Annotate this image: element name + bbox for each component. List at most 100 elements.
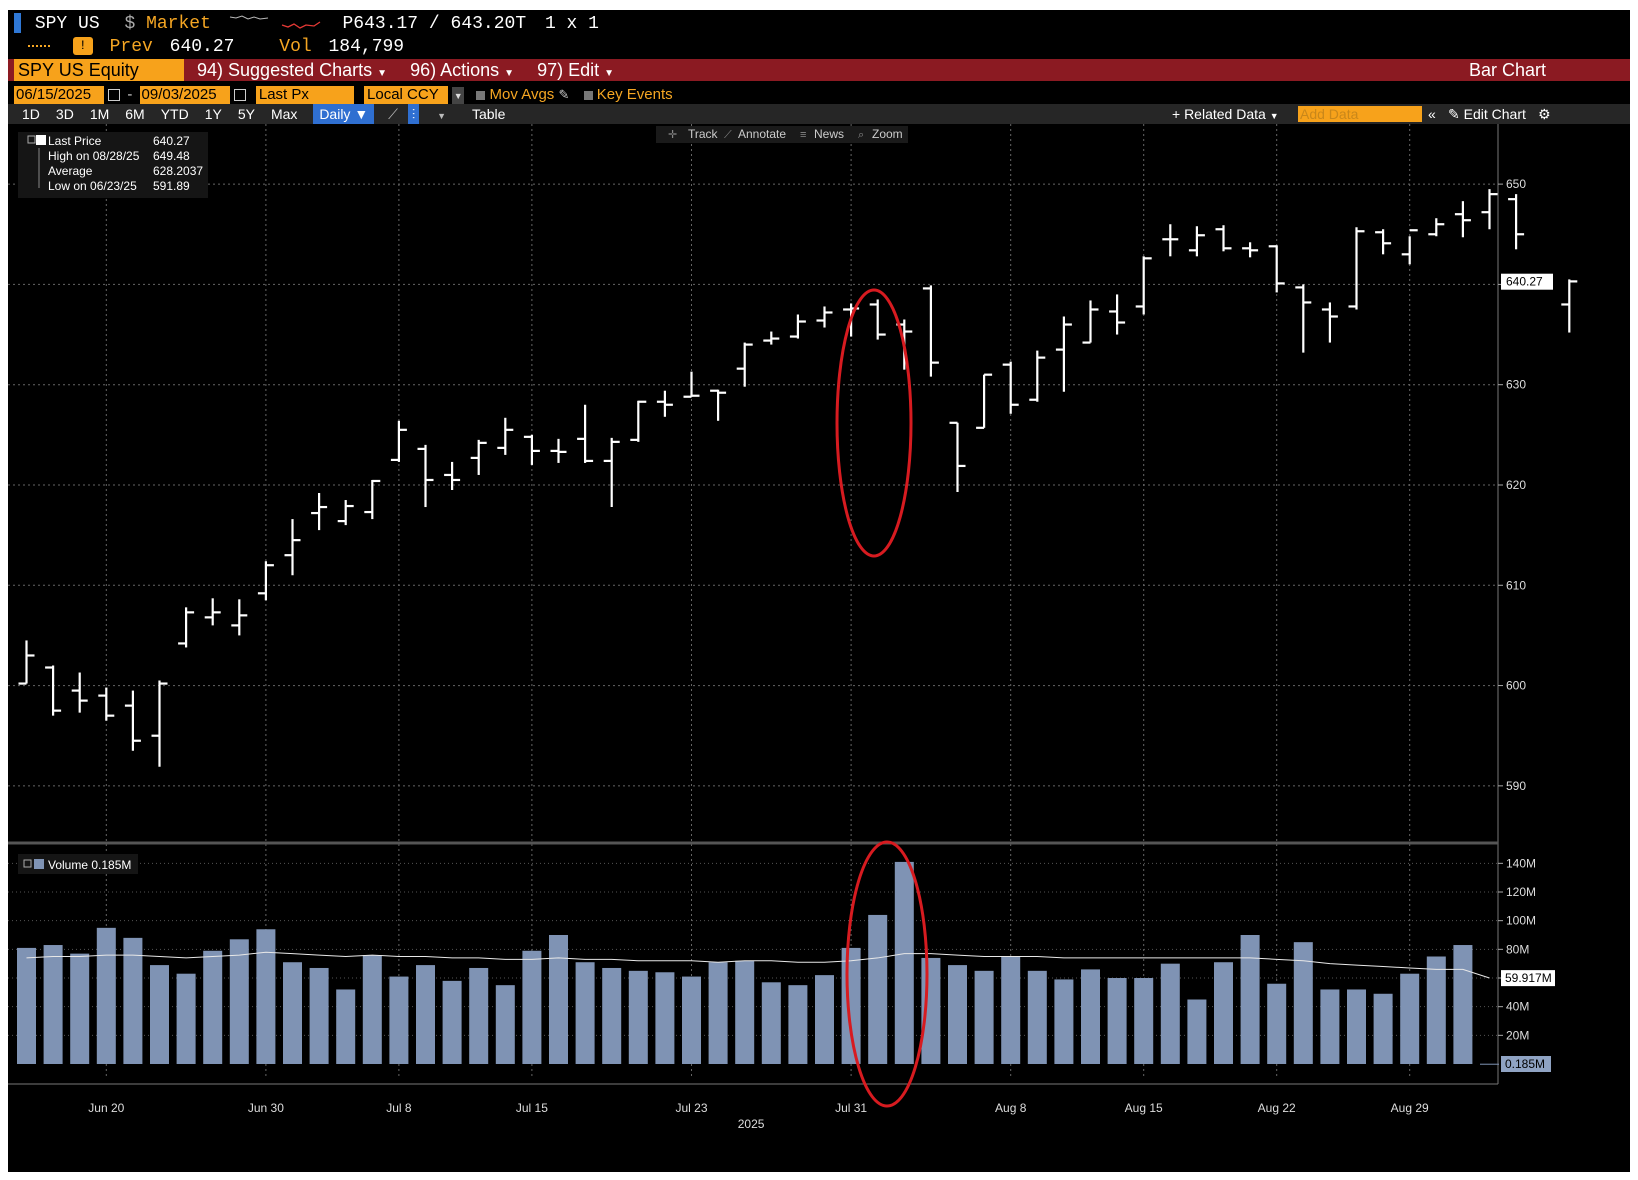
ohlc-bar (1295, 284, 1312, 353)
price-volume-chart[interactable]: Track Annotate News Zoom ✛ ⟋ ≡ ⌕ Last Pr… (8, 124, 1630, 1172)
volume-bar (788, 985, 808, 1064)
collapse-icon[interactable]: « (1428, 106, 1436, 122)
key-events-label[interactable]: Key Events (596, 86, 673, 103)
collapse-toggle-icon[interactable] (27, 135, 36, 144)
range-button-1m[interactable]: 1M (89, 106, 110, 122)
range-button-max[interactable]: Max (270, 106, 298, 122)
security-marker (14, 13, 21, 34)
volume-legend: Volume 0.185M (18, 854, 138, 874)
end-date-field[interactable]: 09/03/2025 (139, 86, 230, 104)
chevron-down-icon[interactable]: ▼ (437, 111, 447, 121)
ohlc-bar (1454, 201, 1471, 238)
volume-bar (203, 950, 223, 1064)
date-tick-label: Aug 8 (995, 1101, 1027, 1115)
volume-bar (1134, 978, 1154, 1064)
volume-bar (655, 972, 675, 1064)
volume-bar (176, 973, 196, 1064)
ohlc-bar (1215, 225, 1232, 252)
last-price-marker-label: 640.27 (1506, 275, 1543, 289)
ohlc-bar (789, 314, 806, 339)
ohlc-bar (1508, 194, 1525, 250)
actions-menu[interactable]: 96) Actions ▼ (404, 59, 520, 85)
news-icon: ≡ (800, 129, 806, 141)
volume-bar (336, 989, 356, 1064)
edit-chart-button[interactable]: ✎ Edit Chart (1448, 104, 1526, 124)
volume-bar (150, 965, 169, 1064)
range-button-6m[interactable]: 6M (125, 106, 145, 122)
volume-bar (1267, 983, 1287, 1064)
volume-legend-label: Volume 0.185M (48, 858, 131, 872)
date-tick-label: Jul 8 (386, 1101, 412, 1115)
range-button-5y[interactable]: 5Y (237, 106, 255, 122)
range-button-3d[interactable]: 3D (55, 106, 74, 122)
volume-tick-label: 20M (1506, 1028, 1529, 1042)
range-button-ytd[interactable]: YTD (160, 106, 189, 122)
calendar-icon[interactable] (108, 89, 121, 102)
ohlc-bar (1162, 224, 1179, 257)
ohlc-bar (231, 599, 248, 636)
field-select[interactable]: Last Px (255, 86, 354, 104)
range-button-1y[interactable]: 1Y (204, 106, 222, 122)
volume-bar (283, 962, 302, 1064)
volume-bar (841, 947, 861, 1064)
ohlc-bar (311, 493, 328, 531)
legend-last-label: Last Price (48, 134, 102, 148)
bloomberg-terminal: SPY US $ Market P643.17 / 643.20T 1 x 1 … (8, 10, 1630, 1172)
volume-bar (362, 955, 382, 1064)
last-price-swatch (36, 135, 46, 145)
volume-bar (1054, 979, 1074, 1064)
range-buttons: 1D 3D 1M 6M YTD 1Y 5Y Max (14, 106, 305, 122)
start-date-field[interactable]: 06/15/2025 (14, 86, 104, 104)
calendar-icon[interactable] (233, 89, 246, 102)
ohlc-bar (390, 420, 407, 462)
current-volume-marker (1501, 1056, 1551, 1072)
ohlc-bar (151, 680, 168, 767)
ohlc-bar (364, 479, 381, 520)
mov-avgs-label[interactable]: Mov Avgs (489, 86, 555, 103)
collapse-toggle-icon[interactable] (23, 859, 32, 868)
volume-bar (735, 960, 755, 1064)
ohlc-bar (1055, 316, 1072, 392)
volume-bar (1081, 969, 1100, 1064)
volume-ma-marker (1501, 970, 1555, 987)
related-data-menu[interactable]: + Related Data ▼ (1172, 106, 1279, 122)
track-tool[interactable]: Track (688, 127, 719, 141)
line-chart-icon[interactable]: ⟋ (388, 106, 398, 122)
gear-icon[interactable]: ⚙ (1538, 106, 1551, 122)
volume-tick-label: 120M (1506, 885, 1536, 899)
annotate-tool[interactable]: Annotate (738, 127, 786, 141)
ohlc-bar (1375, 229, 1392, 255)
volume-tick-label: 100M (1506, 914, 1536, 928)
date-axis: Jun 20 Jun 30 Jul 8 Jul 15 Jul 23 Jul 31 Aug 8… (8, 1083, 1498, 1131)
zoom-tool[interactable]: Zoom (872, 127, 903, 141)
range-button-1d[interactable]: 1D (22, 106, 40, 122)
ohlc-bar (1242, 242, 1259, 258)
edit-menu[interactable]: 97) Edit ▼ (531, 59, 620, 85)
table-button[interactable]: Table (471, 106, 506, 122)
ticker-label: SPY US (34, 14, 100, 34)
pencil-icon[interactable]: ✎ (558, 87, 570, 102)
add-data-field[interactable]: Add Data (1298, 106, 1422, 122)
bar-chart-icon[interactable]: ⫶ (407, 104, 420, 124)
mov-avgs-checkbox[interactable] (476, 90, 486, 100)
key-events-checkbox[interactable] (583, 90, 593, 100)
currency-select[interactable]: Local CCY (364, 86, 449, 104)
volume-bar (96, 927, 116, 1064)
volume-ma-marker-label: 59.917M (1505, 971, 1552, 985)
chevron-down-icon[interactable]: ▼ (452, 87, 465, 105)
security-field[interactable]: SPY US Equity (14, 59, 184, 81)
alert-icon[interactable]: ! (72, 37, 93, 56)
add-data-placeholder: Add Data (1300, 106, 1359, 122)
last-price-marker (1501, 273, 1553, 290)
pencil-icon: ✎ (1448, 106, 1460, 122)
period-select[interactable]: Daily ▼ (313, 104, 375, 124)
ohlc-bar (284, 519, 301, 576)
suggested-charts-menu[interactable]: 94) Suggested Charts ▼ (191, 59, 393, 85)
volume-bar (256, 929, 276, 1064)
volume-bar (1453, 945, 1473, 1064)
news-tool[interactable]: News (814, 127, 844, 141)
volume-bar (1160, 963, 1180, 1064)
volume-bar (1293, 942, 1313, 1064)
prev-label: Prev (109, 37, 153, 57)
ohlc-bar (1109, 294, 1126, 335)
